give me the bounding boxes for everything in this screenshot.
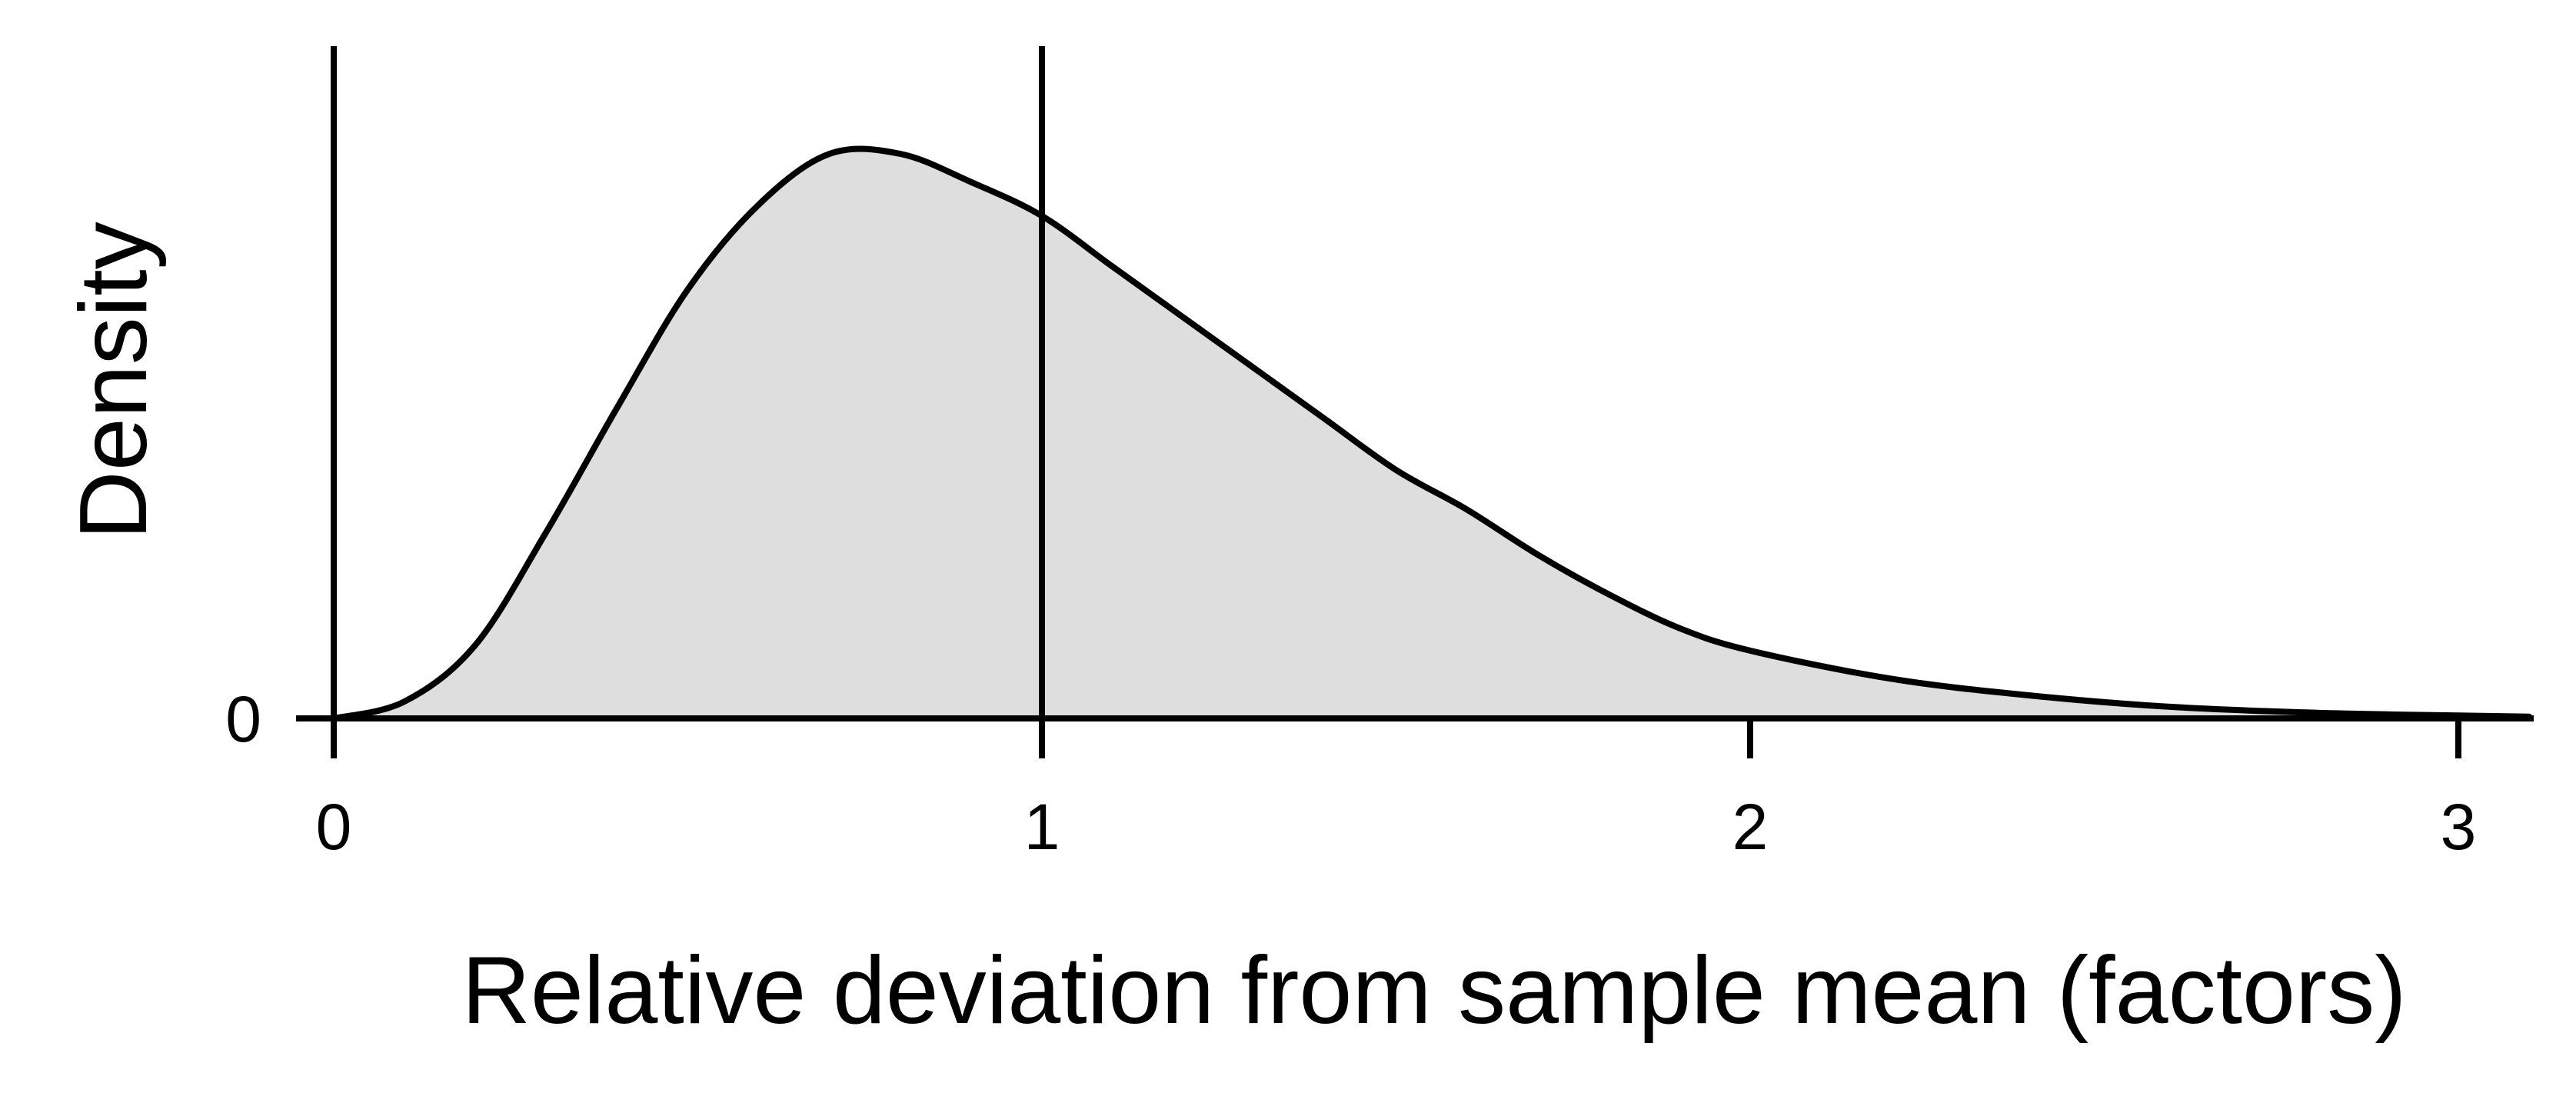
x-ticks: 0 1 2 3 [316,718,2477,863]
x-tick-label: 2 [1732,791,1769,863]
x-tick-label: 3 [2441,791,2477,863]
x-tick-label: 1 [1024,791,1060,863]
reference-lines [331,46,1045,718]
y-axis-label: Density [61,222,167,539]
density-curve [331,145,2533,721]
x-tick-label: 0 [316,791,352,863]
y-tick-label: 0 [225,683,261,755]
x-axis-label: Relative deviation from sample mean (fac… [461,938,2406,1044]
density-area [334,148,2530,718]
y-ticks: 0 [225,683,334,755]
